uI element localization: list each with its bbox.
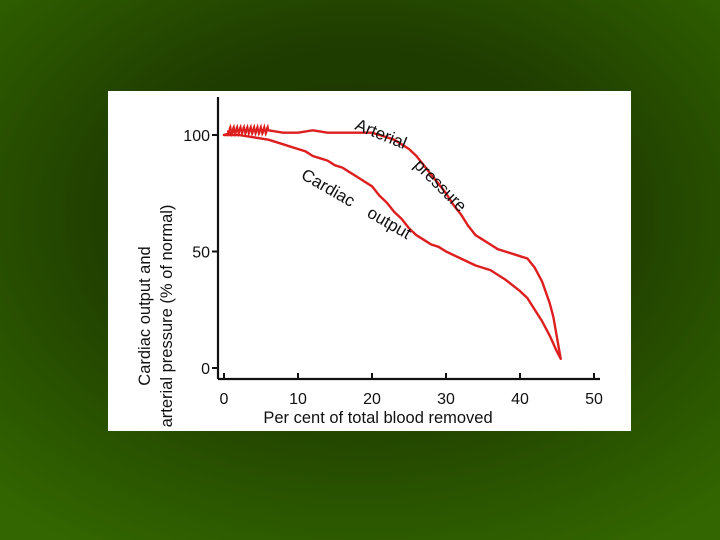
- y-axis-label-line2: arterial pressure (% of normal): [158, 205, 176, 428]
- x-tick-label: 0: [220, 391, 229, 408]
- x-tick-label: 40: [511, 391, 529, 408]
- arterial-pulse-oscillation: [226, 123, 270, 138]
- x-tick-label: 20: [363, 391, 381, 408]
- y-axis-label-line1: Cardiac output and: [136, 246, 154, 385]
- annotation-output: output: [364, 203, 415, 243]
- x-tick-label: 50: [585, 391, 603, 408]
- chart-axes: [216, 97, 600, 381]
- y-tick-label: 100: [183, 128, 210, 145]
- chart-labels: Cardiac output and arterial pressure (% …: [136, 205, 493, 428]
- series-line-cardiac-output: [222, 133, 562, 360]
- x-tick-label: 10: [289, 391, 307, 408]
- chart-series-layer: [222, 123, 562, 360]
- series-line-arterial-pressure: [222, 129, 562, 360]
- annotation-arterial: Arterial: [353, 115, 410, 153]
- chart-figure: 0 10 20 30 40 50 0 50 100 Cardiac output and art…: [108, 91, 631, 431]
- line-chart: 0 10 20 30 40 50 0 50 100 Cardiac output and art…: [136, 97, 603, 428]
- chart-ticks: 0 10 20 30 40 50 0 50 100: [183, 128, 603, 408]
- y-tick-label: 0: [201, 361, 210, 378]
- x-tick-label: 30: [437, 391, 455, 408]
- y-tick-label: 50: [192, 245, 210, 262]
- annotation-pressure: pressure: [410, 155, 470, 215]
- x-axis-label: Per cent of total blood removed: [263, 409, 492, 427]
- curve-labels: Arterial pressure Cardiac output: [298, 115, 470, 243]
